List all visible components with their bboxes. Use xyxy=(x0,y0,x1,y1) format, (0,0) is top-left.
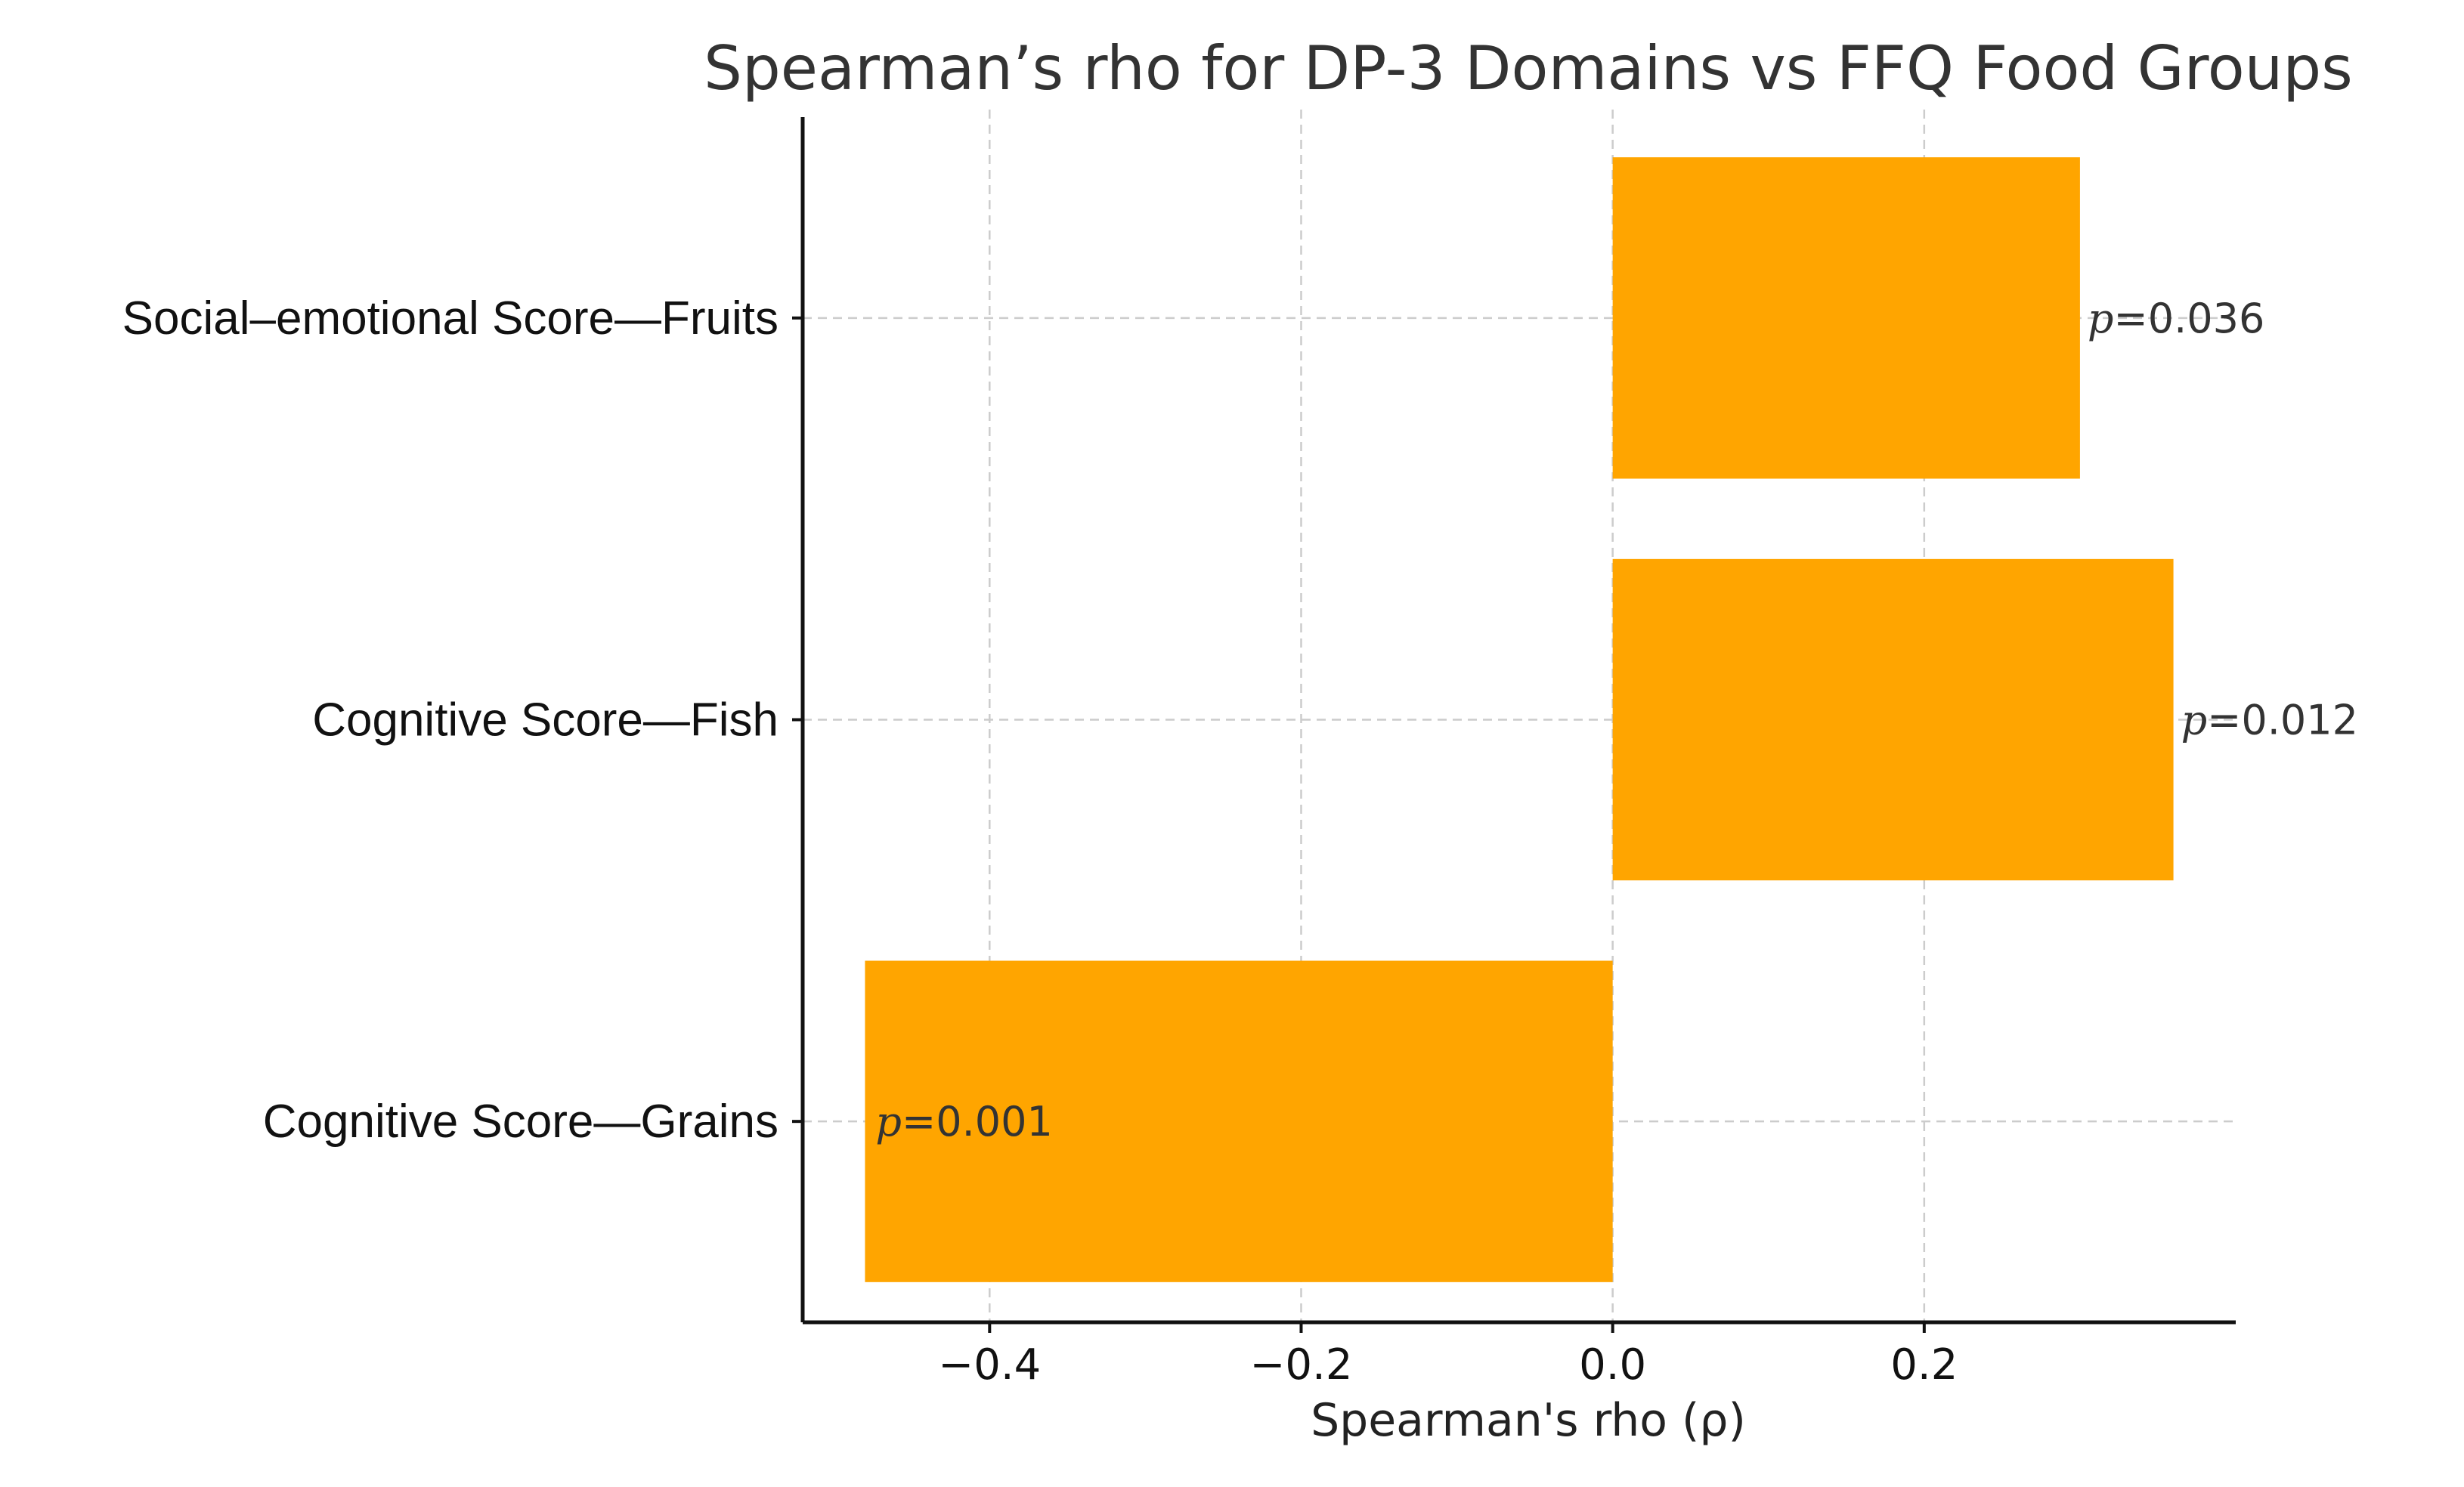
p-value-label: p=0.001 xyxy=(875,1098,1052,1145)
category-label: Cognitive Score—Fish xyxy=(312,694,779,747)
p-symbol: p xyxy=(875,1098,902,1145)
x-tick-label: −0.2 xyxy=(1249,1340,1352,1390)
bar xyxy=(1612,558,2174,881)
bars-layer xyxy=(865,157,2174,1282)
p-value-label: p=0.036 xyxy=(2088,295,2264,342)
p-symbol: p xyxy=(2181,697,2208,744)
x-axis-label: Spearman's rho (ρ) xyxy=(1311,1394,1746,1447)
axes-layer xyxy=(792,117,2236,1333)
x-tick-label: 0.0 xyxy=(1579,1340,1646,1390)
category-label: Cognitive Score—Grains xyxy=(263,1096,779,1148)
labels-layer: −0.4 −0.2 0.0 0.2 Social–emotional Score—Fru… xyxy=(122,292,1958,1390)
bar xyxy=(1612,157,2080,479)
p-value-text: =0.036 xyxy=(2113,295,2264,342)
category-label: Social–emotional Score—Fruits xyxy=(122,292,779,345)
p-value-text: =0.001 xyxy=(902,1098,1053,1145)
p-value-text: =0.012 xyxy=(2207,697,2358,744)
x-tick-label: −0.4 xyxy=(938,1340,1041,1390)
p-value-label: p=0.012 xyxy=(2181,697,2358,744)
chart-title: Spearman’s rho for DP-3 Domains vs FFQ F… xyxy=(704,33,2353,104)
bar xyxy=(865,960,1613,1282)
x-tick-label: 0.2 xyxy=(1890,1340,1958,1390)
p-symbol: p xyxy=(2088,295,2114,342)
